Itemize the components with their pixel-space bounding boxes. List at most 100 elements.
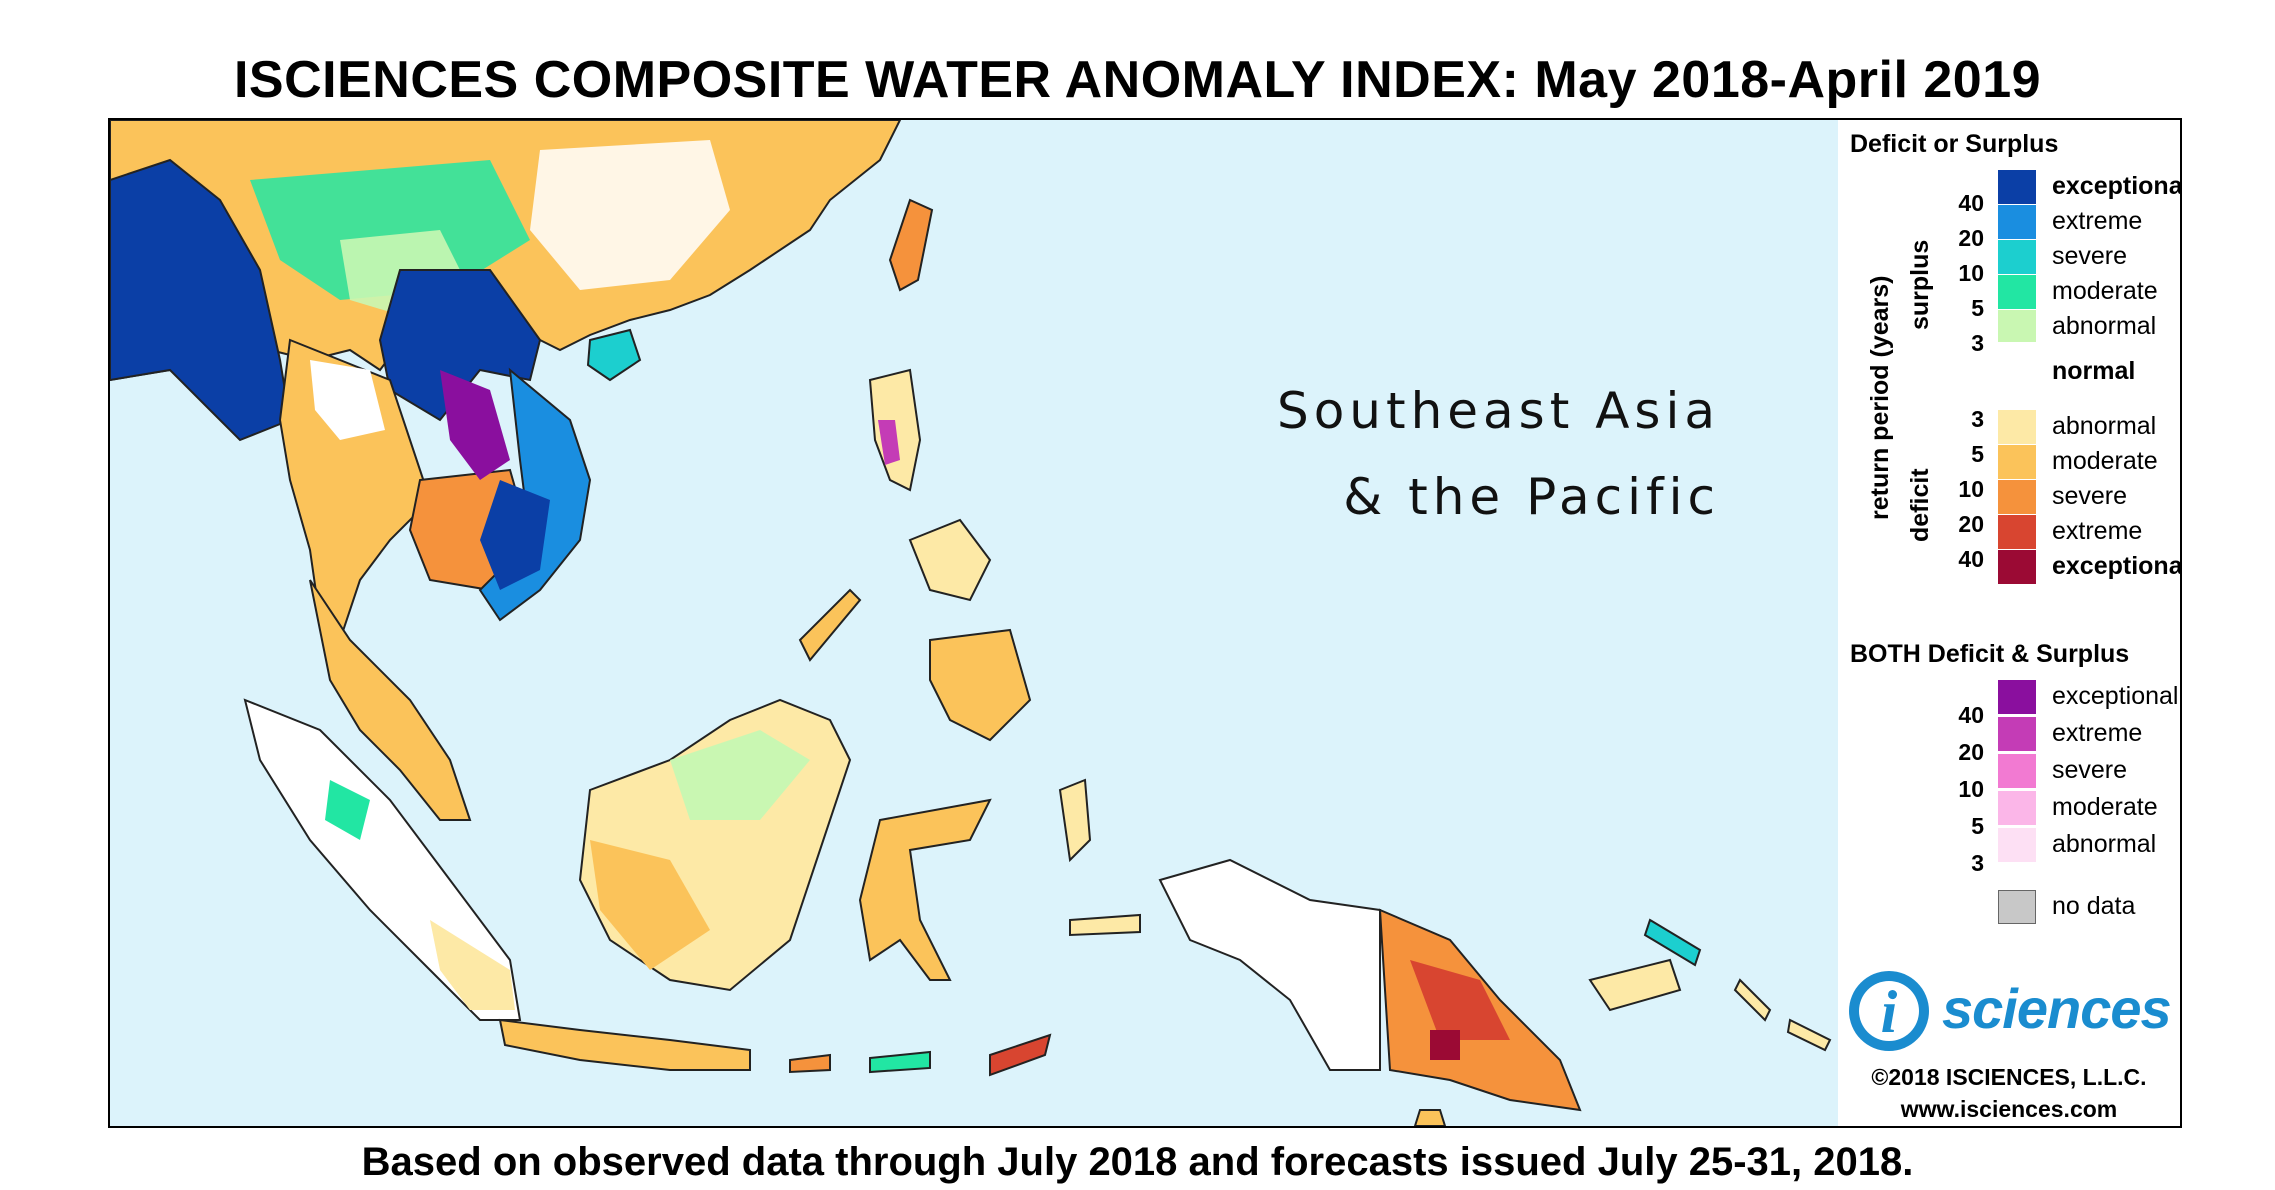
mindanao bbox=[929, 628, 1032, 742]
map-land bbox=[110, 120, 1832, 1126]
map-title: ISCIENCES COMPOSITE WATER ANOMALY INDEX:… bbox=[233, 51, 2042, 109]
visayas bbox=[908, 518, 992, 602]
solomon-islands-2 bbox=[1786, 1018, 1832, 1052]
legend-surplus-swatch-abnormal bbox=[1998, 310, 2036, 344]
china-patch-green bbox=[250, 160, 530, 300]
laos-purple bbox=[440, 370, 510, 480]
vietnam-blue-south bbox=[480, 480, 550, 590]
palawan bbox=[798, 588, 862, 662]
legend-deficit-label-moderate: moderate bbox=[2052, 447, 2158, 475]
solomon-islands bbox=[1733, 978, 1772, 1022]
legend-deficit-label-abnormal: abnormal bbox=[2052, 412, 2157, 440]
borneo-orange bbox=[590, 840, 710, 970]
china-patch-white bbox=[530, 140, 730, 290]
legend-surplus-label-exceptional: exceptional bbox=[2052, 172, 2182, 200]
legend-both-label-moderate: moderate bbox=[2052, 793, 2158, 821]
legend-surplus-swatch-exceptional bbox=[1998, 170, 2036, 204]
legend-both-label-abnormal: abnormal bbox=[2052, 830, 2157, 858]
legend-both-swatch-moderate bbox=[1998, 791, 2036, 825]
region-label-line2: & the Pacific bbox=[1343, 468, 1720, 526]
logo-circle-icon: i bbox=[1849, 971, 1929, 1051]
legend-swatch-nodata bbox=[1998, 890, 2036, 924]
legend-surplus-label-severe: severe bbox=[2052, 242, 2128, 270]
borneo bbox=[578, 698, 852, 992]
thailand bbox=[278, 338, 432, 642]
legend-both-swatch-exceptional bbox=[1998, 680, 2036, 714]
legend-both-tick: 5 bbox=[1971, 813, 1984, 839]
sumatra-green bbox=[325, 780, 370, 840]
sumatra-orange bbox=[430, 920, 515, 1010]
thailand-white bbox=[310, 360, 385, 440]
timor bbox=[989, 1033, 1052, 1077]
legend-deficit-tick: 3 bbox=[1971, 406, 1984, 432]
legend-surplus-label-moderate: moderate bbox=[2052, 277, 2158, 305]
legend-deficit-tick: 40 bbox=[1958, 546, 1984, 572]
legend-deficit-swatch-severe bbox=[1998, 480, 2036, 514]
sulawesi bbox=[858, 798, 992, 981]
legend-surplus-tick: 3 bbox=[1971, 330, 1984, 356]
map-frame: Southeast Asia & the Pacific Deficit or … bbox=[108, 118, 2182, 1128]
hainan bbox=[586, 328, 642, 382]
australia-tip bbox=[1413, 1109, 1447, 1126]
lesser-sunda-2 bbox=[869, 1050, 931, 1074]
legend-deficit-tick: 20 bbox=[1958, 511, 1984, 537]
copyright: ©2018 ISCIENCES, L.L.C. bbox=[1871, 1064, 2147, 1090]
legend-both-label-severe: severe bbox=[2052, 756, 2128, 784]
legend-deficit-swatch-exceptional bbox=[1998, 550, 2036, 584]
legend-both-swatch-extreme bbox=[1998, 717, 2036, 751]
legend-surplus-swatch-moderate bbox=[1998, 275, 2036, 309]
legend-axis-return-period: return period (years) bbox=[1866, 275, 1894, 520]
legend-deficit-tick: 10 bbox=[1958, 476, 1984, 502]
new-ireland bbox=[1643, 918, 1702, 967]
legend-label-nodata: no data bbox=[2052, 892, 2136, 920]
logo-letter: i bbox=[1881, 979, 1898, 1045]
legend-surplus-tick: 5 bbox=[1971, 295, 1984, 321]
footer-note: Based on observed data through July 2018… bbox=[361, 1140, 1914, 1184]
legend-deficit-swatch-abnormal bbox=[1998, 410, 2036, 444]
legend-surplus-tick: 10 bbox=[1958, 260, 1984, 286]
laos-vietnam-north bbox=[378, 269, 542, 422]
seram bbox=[1069, 913, 1141, 937]
legend-surplus-swatch-severe bbox=[1998, 240, 2036, 274]
legend-surplus-label-abnormal: abnormal bbox=[2052, 312, 2157, 340]
legend-surplus-tick: 20 bbox=[1958, 225, 1984, 251]
luzon-purple bbox=[878, 420, 900, 465]
legend-deficit-swatch-extreme bbox=[1998, 515, 2036, 549]
isciences-logo: i sciences bbox=[1846, 968, 2176, 1054]
java bbox=[498, 1018, 751, 1071]
legend-deficit-label-severe: severe bbox=[2052, 482, 2128, 510]
map-area: Southeast Asia & the Pacific bbox=[110, 120, 1838, 1126]
legend-both-swatch-severe bbox=[1998, 754, 2036, 788]
halmahera bbox=[1058, 778, 1092, 863]
website[interactable]: www.isciences.com bbox=[1900, 1096, 2118, 1122]
legend-both-tick: 10 bbox=[1958, 776, 1984, 802]
legend-both-tick: 3 bbox=[1971, 850, 1984, 876]
region-label: Southeast Asia & the Pacific bbox=[1200, 368, 1720, 540]
legend-deficit-label-exceptional: exceptional bbox=[2052, 552, 2182, 580]
legend-deficit-tick: 5 bbox=[1971, 441, 1984, 467]
legend-heading-deficit-surplus: Deficit or Surplus bbox=[1850, 130, 2059, 158]
legend-surplus-swatch-extreme bbox=[1998, 205, 2036, 239]
legend-deficit-swatch-moderate bbox=[1998, 445, 2036, 479]
logo-text: sciences bbox=[1942, 977, 2172, 1040]
lesser-sunda bbox=[789, 1053, 831, 1074]
new-guinea-west bbox=[1158, 858, 1381, 1071]
borneo-green bbox=[670, 730, 810, 820]
new-guinea-red bbox=[1410, 960, 1510, 1040]
legend: Deficit or Surplus return period (years)… bbox=[1838, 120, 2180, 1126]
legend-label-normal: normal bbox=[2052, 357, 2136, 385]
legend-swatch-normal bbox=[1998, 342, 2036, 406]
legend-both-swatch-abnormal bbox=[1998, 828, 2036, 862]
legend-both-tick: 20 bbox=[1958, 739, 1984, 765]
new-guinea-darkred bbox=[1430, 1030, 1460, 1060]
legend-surplus-label-extreme: extreme bbox=[2052, 207, 2143, 235]
legend-axis-deficit: deficit bbox=[1906, 468, 1934, 542]
malay-peninsula bbox=[309, 579, 472, 821]
legend-axis-surplus: surplus bbox=[1906, 239, 1934, 330]
taiwan bbox=[888, 198, 934, 292]
legend-both-label-extreme: extreme bbox=[2052, 719, 2143, 747]
new-britain bbox=[1588, 958, 1682, 1012]
legend-deficit-label-extreme: extreme bbox=[2052, 517, 2143, 545]
legend-surplus-tick: 40 bbox=[1958, 190, 1984, 216]
legend-both-label-exceptional: exceptional bbox=[2052, 682, 2179, 710]
